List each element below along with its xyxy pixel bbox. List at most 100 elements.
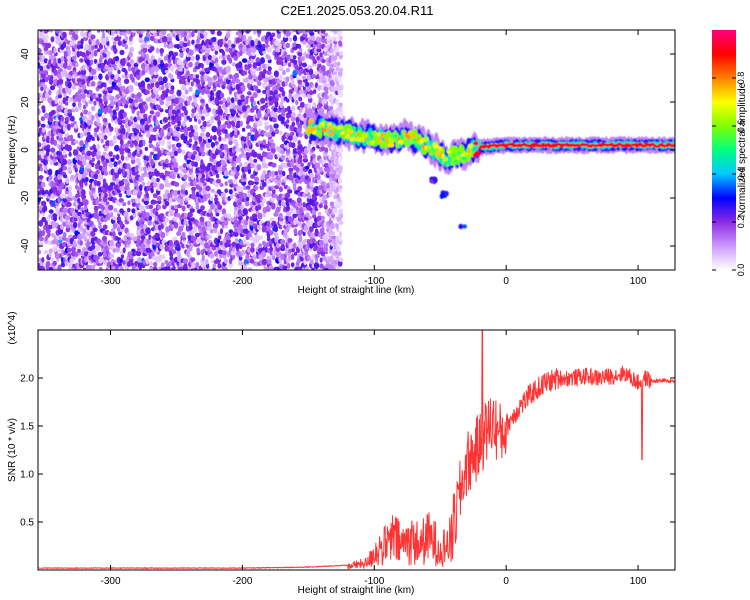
spectrogram-cell xyxy=(193,131,199,137)
spectrogram-cell xyxy=(292,242,297,250)
spectrogram-cell xyxy=(200,63,204,69)
spectrogram-cell xyxy=(109,239,114,247)
spectrogram-cell xyxy=(154,232,160,238)
spectrogram-cell xyxy=(40,123,46,128)
spectrogram-cell xyxy=(98,224,102,230)
spectrogram-cell xyxy=(338,231,342,238)
spectrogram-cell xyxy=(74,107,79,113)
spectrogram-cell xyxy=(50,135,55,142)
spectrogram-cell xyxy=(109,253,115,258)
spectrogram-cell xyxy=(321,59,326,64)
spectrogram-cell xyxy=(292,55,297,60)
spectrogram-cell xyxy=(105,205,110,211)
spectrogram-cell xyxy=(93,100,97,106)
spectrogram-cell xyxy=(79,117,84,122)
spectrogram-cell xyxy=(237,186,243,193)
spectrogram-cell xyxy=(266,108,271,114)
spectrogram-cell xyxy=(256,89,261,94)
spectrogram-cell xyxy=(160,262,165,268)
spectrogram-cell xyxy=(280,239,286,245)
spectrogram-cell xyxy=(67,81,72,89)
spectrogram-cell xyxy=(219,108,223,116)
spectrogram-cell xyxy=(82,84,87,90)
spectrogram-cell xyxy=(74,198,78,202)
spectrogram-cell xyxy=(289,131,295,136)
spectrogram-cell xyxy=(48,251,52,258)
spectrogram-cell xyxy=(48,224,53,230)
spectrogram-cell xyxy=(93,58,98,64)
spectrogram-cell xyxy=(71,84,77,90)
spectrogram-cell xyxy=(111,36,115,41)
spectrogram-cell xyxy=(311,55,316,62)
spectrogram-cell xyxy=(188,86,193,92)
spectrogram-cell xyxy=(112,154,116,160)
spectrogram-cell xyxy=(337,152,342,157)
spectrogram-cell xyxy=(312,101,316,108)
spectrogram-cell xyxy=(65,215,71,221)
spectrogram-cell xyxy=(308,215,313,220)
spectrogram-cell xyxy=(171,249,177,255)
spectrogram-cell xyxy=(249,180,255,186)
spectrogram-cell xyxy=(95,170,100,175)
spectrogram-cell xyxy=(201,254,205,262)
spectrogram-cell xyxy=(258,66,262,71)
spectrogram-cell xyxy=(109,95,115,102)
spectrogram-cell xyxy=(95,198,100,206)
spectrogram-cell xyxy=(150,187,154,194)
spectrogram-cell xyxy=(335,45,340,53)
spectrogram-cell xyxy=(338,67,344,73)
spectrogram-cell xyxy=(164,158,169,165)
spectrogram-cell xyxy=(72,221,78,229)
spectrogram-cell xyxy=(221,50,226,56)
spectrogram-cell xyxy=(64,101,69,106)
spectrogram-cell xyxy=(96,143,101,151)
spectrogram-cell xyxy=(189,208,195,213)
spectrogram-cell xyxy=(203,31,208,37)
spectrogram-cell xyxy=(92,144,96,150)
spectrogram-cell xyxy=(237,198,242,203)
spectrogram-cell xyxy=(77,248,81,253)
spectrogram-cell xyxy=(79,240,83,246)
spectrogram-cell xyxy=(205,131,211,138)
spectrogram-cell xyxy=(252,74,257,80)
spectrogram-cell xyxy=(280,154,286,161)
spectrogram-cell xyxy=(65,177,70,184)
spectrogram-cell xyxy=(257,40,261,46)
spectrogram-cell xyxy=(190,257,196,262)
spectrogram-cell xyxy=(337,90,343,95)
spectrogram-cell xyxy=(217,263,222,269)
spectrogram-cell xyxy=(38,120,41,127)
spectrogram-cell xyxy=(273,89,278,95)
spectrogram-cell xyxy=(90,59,94,66)
spectrogram-cell xyxy=(95,39,100,46)
spectrogram-cell xyxy=(256,225,262,231)
spectrogram-cell xyxy=(94,49,98,57)
spectrogram-cell xyxy=(262,68,267,75)
spectrogram-cell xyxy=(134,128,140,134)
spectrogram-cell xyxy=(206,234,212,239)
spectrogram-cell xyxy=(113,208,118,213)
spectrogram-cell xyxy=(80,38,84,46)
spectrogram-cell xyxy=(66,201,72,207)
spectrogram-cell xyxy=(188,117,193,122)
spectrogram-cell xyxy=(207,162,213,167)
spectrogram-cell xyxy=(295,99,299,106)
spectrogram-cell xyxy=(83,204,88,211)
spectrogram-cell xyxy=(47,97,53,104)
spectrogram-cell xyxy=(188,49,194,56)
spectrogram-cell xyxy=(127,200,131,206)
spectrogram-cell xyxy=(41,257,45,263)
spectrogram-cell xyxy=(141,181,146,187)
spectrogram-cell xyxy=(169,239,173,247)
spectrogram-cell xyxy=(83,199,89,206)
spectrogram-cell xyxy=(135,158,141,163)
spectrogram-cell xyxy=(309,259,314,265)
spectrogram-cell xyxy=(170,85,175,91)
spectrogram-cell xyxy=(57,78,64,85)
spectrogram-cell xyxy=(182,258,189,264)
spectrogram-cell xyxy=(338,212,344,219)
spectrogram-cell xyxy=(144,146,148,151)
spectrogram-cell xyxy=(143,103,149,111)
spectrogram-cell xyxy=(171,158,177,163)
spectrogram-cell xyxy=(160,59,164,65)
